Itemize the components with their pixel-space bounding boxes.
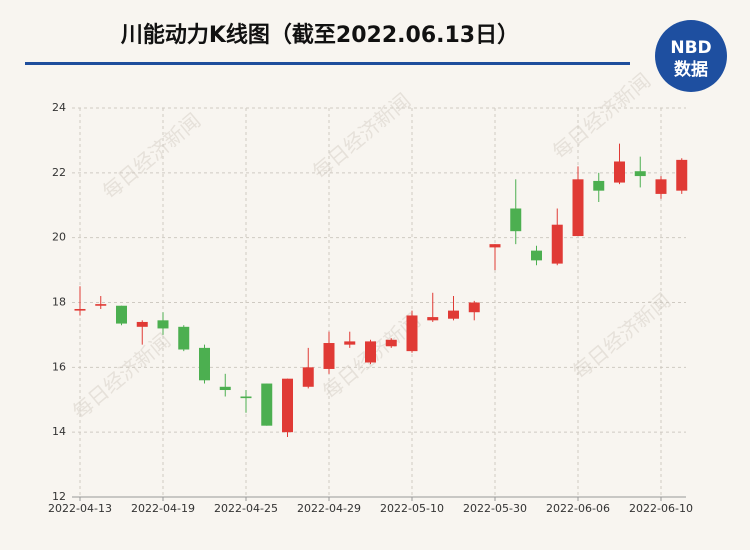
x-tick-label: 2022-05-10: [380, 502, 444, 515]
candle-body: [427, 317, 439, 321]
candle-body: [448, 310, 459, 319]
logo: [655, 20, 727, 92]
candle-body: [406, 315, 418, 352]
candle-body: [74, 308, 86, 311]
candle-body: [116, 305, 127, 324]
title-underline: [25, 62, 630, 65]
candle-body: [510, 208, 522, 232]
y-tick-label: 20: [52, 231, 66, 244]
candle-body: [531, 250, 542, 261]
x-tick-label: 2022-05-30: [463, 502, 527, 515]
y-tick-label: 18: [52, 296, 66, 309]
x-tick-label: 2022-04-25: [214, 502, 278, 515]
candle-body: [240, 396, 252, 399]
candle-body: [551, 224, 563, 264]
candle-body: [282, 378, 293, 433]
logo-text: 数据: [674, 59, 708, 80]
candle-body: [385, 339, 397, 347]
candle-body: [302, 367, 314, 387]
chart-title: 川能动力K线图（截至2022.06.13日）: [120, 22, 519, 48]
candle-body: [199, 347, 210, 381]
candle-body: [95, 304, 107, 306]
candle-body: [178, 326, 190, 350]
x-tick-label: 2022-06-06: [546, 502, 610, 515]
candle-body: [655, 179, 667, 194]
candle-body: [634, 171, 646, 177]
candle-body: [261, 383, 273, 426]
logo-text: NBD: [670, 38, 711, 58]
candle-body: [614, 161, 625, 183]
y-tick-label: 16: [52, 360, 66, 373]
candle-body: [136, 321, 148, 327]
y-tick-label: 14: [52, 425, 66, 438]
candle-body: [468, 302, 480, 313]
y-tick-label: 22: [52, 166, 66, 179]
candle-body: [323, 343, 335, 369]
candle-body: [572, 179, 584, 237]
candle-body: [219, 386, 231, 391]
candle-body: [489, 244, 501, 248]
x-tick-label: 2022-04-19: [131, 502, 195, 515]
x-tick-label: 2022-04-13: [48, 502, 112, 515]
candle-body: [157, 320, 169, 329]
x-tick-label: 2022-06-10: [629, 502, 693, 515]
candle-body: [365, 341, 376, 363]
x-tick-label: 2022-04-29: [297, 502, 361, 515]
candle-body: [344, 341, 356, 345]
y-tick-label: 24: [52, 101, 66, 114]
candle-body: [676, 159, 688, 191]
y-tick-label: 12: [52, 490, 66, 503]
candle-body: [593, 180, 605, 191]
